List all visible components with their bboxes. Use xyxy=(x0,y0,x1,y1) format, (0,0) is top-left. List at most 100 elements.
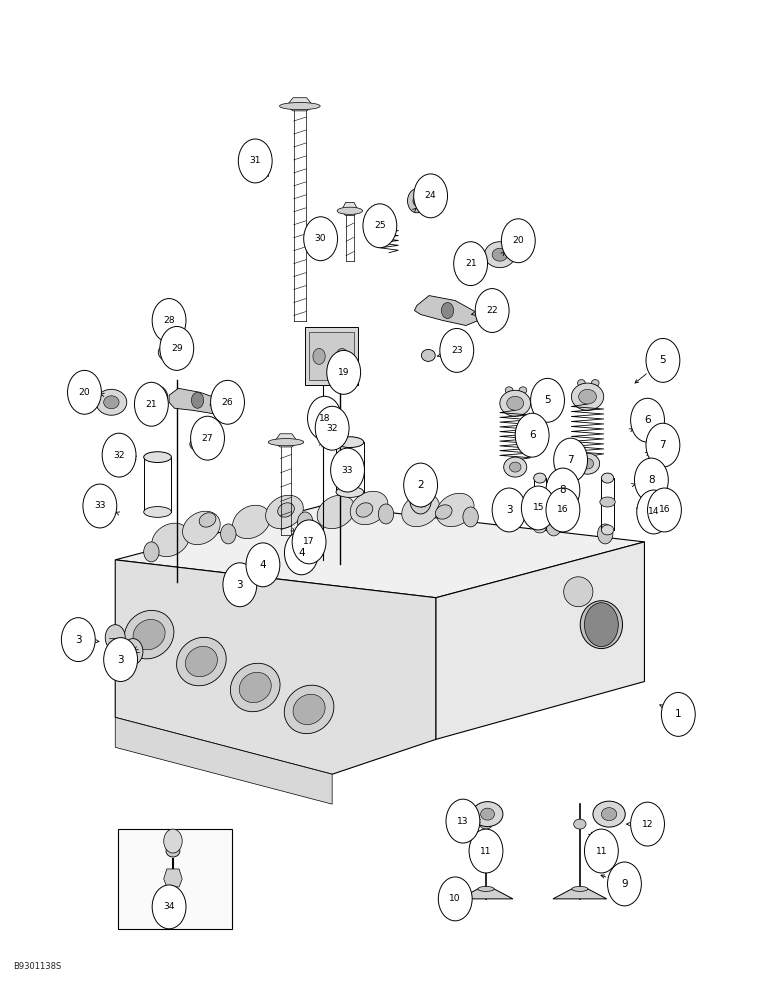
Ellipse shape xyxy=(140,385,168,408)
Ellipse shape xyxy=(166,845,180,857)
Circle shape xyxy=(416,494,425,506)
Ellipse shape xyxy=(503,457,527,477)
Circle shape xyxy=(469,829,503,873)
Text: 21: 21 xyxy=(146,400,157,409)
Ellipse shape xyxy=(499,390,530,416)
Text: 6: 6 xyxy=(529,430,536,440)
Circle shape xyxy=(631,802,665,846)
Bar xyxy=(118,829,232,929)
Text: 16: 16 xyxy=(659,505,670,514)
Text: 3: 3 xyxy=(506,505,513,515)
Ellipse shape xyxy=(505,387,513,394)
Ellipse shape xyxy=(493,248,507,261)
Text: 30: 30 xyxy=(315,234,327,243)
Circle shape xyxy=(476,289,509,332)
Ellipse shape xyxy=(164,348,174,356)
Circle shape xyxy=(454,242,488,286)
Circle shape xyxy=(284,531,318,575)
Ellipse shape xyxy=(268,439,303,446)
Ellipse shape xyxy=(601,473,614,483)
Text: 10: 10 xyxy=(449,894,461,903)
Circle shape xyxy=(414,174,448,218)
Circle shape xyxy=(62,618,95,662)
Ellipse shape xyxy=(455,257,483,280)
Circle shape xyxy=(404,463,438,507)
Circle shape xyxy=(102,433,136,477)
Ellipse shape xyxy=(478,886,494,891)
Ellipse shape xyxy=(435,505,452,519)
Ellipse shape xyxy=(401,493,439,527)
Polygon shape xyxy=(436,542,645,739)
Text: 26: 26 xyxy=(222,398,233,407)
Circle shape xyxy=(160,326,194,370)
Text: 28: 28 xyxy=(163,316,175,325)
Circle shape xyxy=(152,885,186,929)
Circle shape xyxy=(493,488,526,532)
Ellipse shape xyxy=(96,389,127,415)
Circle shape xyxy=(307,396,341,440)
Polygon shape xyxy=(553,889,607,899)
Circle shape xyxy=(598,524,613,544)
Circle shape xyxy=(193,439,201,449)
Ellipse shape xyxy=(601,808,617,821)
Bar xyxy=(309,332,354,380)
Circle shape xyxy=(662,692,696,736)
Circle shape xyxy=(554,438,587,482)
Circle shape xyxy=(221,524,236,544)
Ellipse shape xyxy=(230,663,280,712)
Text: 14: 14 xyxy=(648,507,659,516)
Ellipse shape xyxy=(581,601,622,649)
Text: 9: 9 xyxy=(621,879,628,889)
Circle shape xyxy=(152,299,186,342)
Ellipse shape xyxy=(601,525,614,535)
Circle shape xyxy=(440,328,474,372)
Ellipse shape xyxy=(593,801,625,827)
Circle shape xyxy=(239,139,273,183)
Circle shape xyxy=(297,512,313,532)
Ellipse shape xyxy=(462,263,476,274)
Circle shape xyxy=(378,504,394,524)
Text: 8: 8 xyxy=(648,475,655,485)
Ellipse shape xyxy=(533,523,546,533)
Text: 25: 25 xyxy=(374,221,386,230)
Circle shape xyxy=(327,350,361,394)
Ellipse shape xyxy=(239,672,271,703)
Polygon shape xyxy=(341,202,358,216)
Circle shape xyxy=(546,488,580,532)
Ellipse shape xyxy=(575,453,600,474)
Circle shape xyxy=(83,484,117,528)
Circle shape xyxy=(313,348,325,364)
Ellipse shape xyxy=(317,495,355,529)
Circle shape xyxy=(530,378,564,422)
Text: 33: 33 xyxy=(342,466,354,475)
Ellipse shape xyxy=(579,389,597,404)
Circle shape xyxy=(315,406,349,450)
Ellipse shape xyxy=(422,349,435,361)
Circle shape xyxy=(648,488,682,532)
Ellipse shape xyxy=(144,507,171,517)
Circle shape xyxy=(501,219,535,263)
Ellipse shape xyxy=(485,242,515,268)
Circle shape xyxy=(246,543,279,587)
Circle shape xyxy=(336,348,348,364)
Text: 4: 4 xyxy=(298,548,305,558)
Ellipse shape xyxy=(266,495,303,529)
Text: 4: 4 xyxy=(259,560,266,570)
Text: 3: 3 xyxy=(117,655,124,665)
Text: 24: 24 xyxy=(425,191,436,200)
Text: 22: 22 xyxy=(486,306,498,315)
Ellipse shape xyxy=(147,390,161,402)
Circle shape xyxy=(123,639,143,665)
Circle shape xyxy=(608,862,642,906)
Circle shape xyxy=(67,370,101,414)
Text: 6: 6 xyxy=(644,415,651,425)
Circle shape xyxy=(103,638,137,681)
Ellipse shape xyxy=(337,207,363,214)
Polygon shape xyxy=(274,434,298,447)
Circle shape xyxy=(646,423,680,467)
Ellipse shape xyxy=(152,523,189,557)
Ellipse shape xyxy=(190,438,204,450)
Circle shape xyxy=(515,413,549,457)
Circle shape xyxy=(303,217,337,261)
Circle shape xyxy=(292,520,326,564)
